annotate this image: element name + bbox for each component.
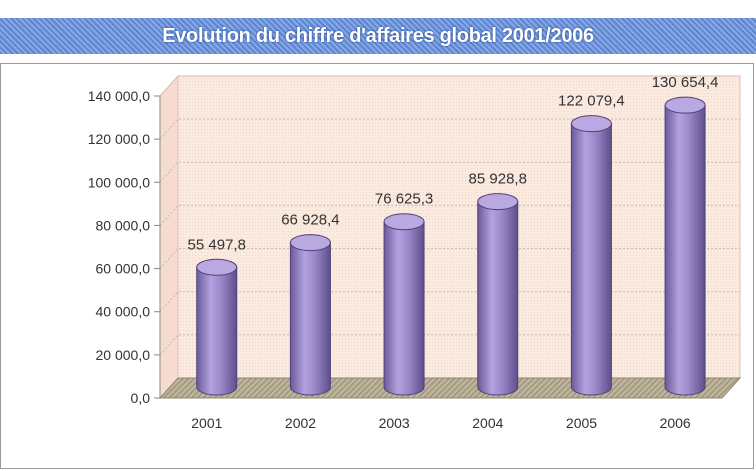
x-tick-label: 2003 [379, 415, 410, 431]
bar-body [383, 221, 425, 396]
bar-2003 [383, 213, 425, 396]
gridline [159, 75, 740, 97]
gridline [159, 291, 740, 313]
x-tick-label: 2006 [660, 415, 691, 431]
chart-title: Evolution du chiffre d'affaires global 2… [162, 25, 594, 47]
gridline [159, 161, 740, 183]
chart-floor [158, 377, 742, 399]
bar-2005 [570, 115, 612, 396]
bar-body [664, 104, 706, 396]
y-tick-label: 20 000,0 [96, 347, 151, 363]
bar-body [289, 242, 331, 396]
data-label: 76 625,3 [375, 191, 433, 208]
y-tick-label: 120 000,0 [88, 131, 150, 147]
data-label: 66 928,4 [281, 212, 339, 229]
gridline [159, 334, 740, 356]
x-tick-label: 2001 [191, 415, 222, 431]
bar-top [196, 258, 238, 276]
bar-body [196, 266, 238, 396]
y-tick-label: 0,0 [131, 390, 151, 406]
bar-top [570, 115, 612, 133]
title-bar: Evolution du chiffre d'affaires global 2… [0, 18, 756, 54]
data-label: 85 928,8 [469, 171, 527, 188]
y-tick-label: 40 000,0 [96, 304, 151, 320]
data-label: 130 654,4 [652, 74, 719, 91]
y-tick-label: 140 000,0 [88, 88, 150, 104]
bar-top [664, 96, 706, 114]
bar-2001 [196, 258, 238, 396]
data-label: 122 079,4 [558, 93, 625, 110]
bar-top [289, 234, 331, 252]
gridline [159, 118, 740, 140]
y-tick-label: 80 000,0 [96, 217, 151, 233]
y-tick-label: 60 000,0 [96, 261, 151, 277]
x-tick-label: 2002 [285, 415, 316, 431]
x-tick-label: 2004 [472, 415, 503, 431]
bar-2006 [664, 96, 706, 396]
gridline [159, 204, 740, 226]
bar-top [383, 213, 425, 231]
data-label: 55 497,8 [188, 236, 246, 253]
bar-2002 [289, 234, 331, 396]
chart-side-wall [159, 74, 179, 400]
y-tick-label: 100 000,0 [88, 174, 150, 190]
bar-body [477, 201, 519, 396]
bar-2004 [477, 193, 519, 396]
chart-frame [0, 63, 754, 469]
chart-back-wall [177, 75, 741, 379]
bar-body [570, 123, 612, 396]
x-tick-label: 2005 [566, 415, 597, 431]
gridline [159, 248, 740, 269]
bar-top [477, 193, 519, 211]
